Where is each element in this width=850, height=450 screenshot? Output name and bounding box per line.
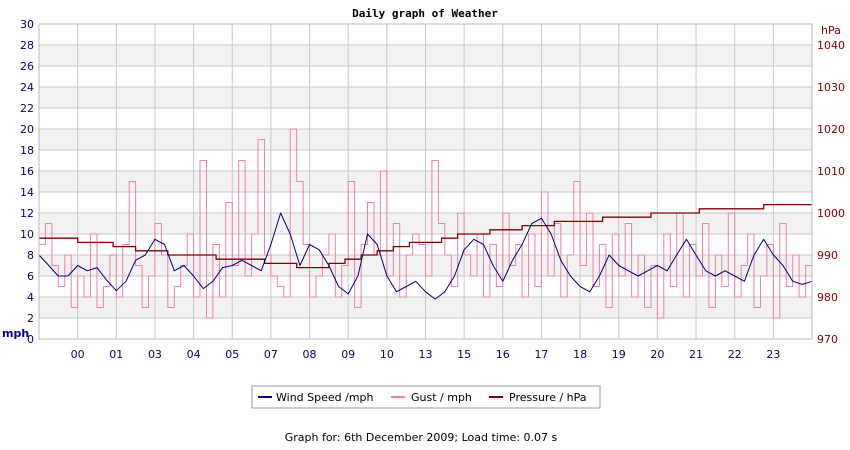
legend-label-pressure: Pressure / hPa <box>509 391 587 404</box>
y-right-tick-label: 1020 <box>817 123 845 136</box>
y-right-tick-label: 1040 <box>817 39 845 52</box>
series-line-wind <box>38 212 813 300</box>
x-tick-label: 15 <box>457 348 471 361</box>
y-left-tick-label: 8 <box>27 249 34 262</box>
y-left-tick-label: 6 <box>27 270 34 283</box>
y-left-tick-label: 4 <box>27 291 34 304</box>
plot-frame <box>38 23 813 340</box>
y-right-tick-label: 990 <box>817 249 838 262</box>
x-tick-label: 00 <box>71 348 85 361</box>
x-tick-label: 17 <box>534 348 548 361</box>
x-tick-label: 18 <box>573 348 587 361</box>
x-tick-label: 01 <box>109 348 123 361</box>
series-layer <box>38 128 813 319</box>
y-right-tick-label: 980 <box>817 291 838 304</box>
x-tick-label: 13 <box>419 348 433 361</box>
y-left-tick-label: 20 <box>20 123 34 136</box>
x-tick-label: 07 <box>264 348 278 361</box>
y-right-axis-label: hPa <box>821 24 841 37</box>
x-tick-label: 22 <box>728 348 742 361</box>
y-left-tick-label: 0 <box>27 333 34 346</box>
x-tick-label: 16 <box>496 348 510 361</box>
chart-title: Daily graph of Weather <box>352 7 498 20</box>
y-right-tick-label: 1010 <box>817 165 845 178</box>
y-left-tick-label: 14 <box>20 186 34 199</box>
y-right-tick-label: 1000 <box>817 207 845 220</box>
x-tick-label: 05 <box>225 348 239 361</box>
y-left-tick-label: 2 <box>27 312 34 325</box>
series-line-gust <box>39 128 813 319</box>
y-left-tick-label: 22 <box>20 102 34 115</box>
x-tick-label: 03 <box>148 348 162 361</box>
y-left-tick-label: 18 <box>20 144 34 157</box>
y-left-tick-label: 16 <box>20 165 34 178</box>
x-tick-label: 23 <box>766 348 780 361</box>
x-tick-label: 09 <box>341 348 355 361</box>
x-tick-label: 19 <box>612 348 626 361</box>
x-tick-label: 20 <box>650 348 664 361</box>
legend-label-wind: Wind Speed /mph <box>276 391 374 404</box>
x-tick-label: 04 <box>187 348 201 361</box>
y-left-tick-label: 12 <box>20 207 34 220</box>
y-left-tick-label: 30 <box>20 18 34 31</box>
y-left-tick-label: 24 <box>20 81 34 94</box>
x-tick-label: 08 <box>303 348 317 361</box>
series-line-pressure <box>39 203 812 269</box>
y-left-tick-label: 10 <box>20 228 34 241</box>
footer-text: Graph for: 6th December 2009; Load time:… <box>285 431 558 444</box>
x-tick-label: 21 <box>689 348 703 361</box>
x-tick-label: 10 <box>380 348 394 361</box>
axes: 0246810121416182022242628309709809901000… <box>20 18 845 361</box>
y-left-axis-label: mph <box>2 327 29 340</box>
legend-label-gust: Gust / mph <box>411 391 472 404</box>
legend: Wind Speed /mph Gust / mph Pressure / hP… <box>251 385 601 409</box>
y-left-tick-label: 26 <box>20 60 34 73</box>
y-right-tick-label: 1030 <box>817 81 845 94</box>
y-left-tick-label: 28 <box>20 39 34 52</box>
y-right-tick-label: 970 <box>817 333 838 346</box>
